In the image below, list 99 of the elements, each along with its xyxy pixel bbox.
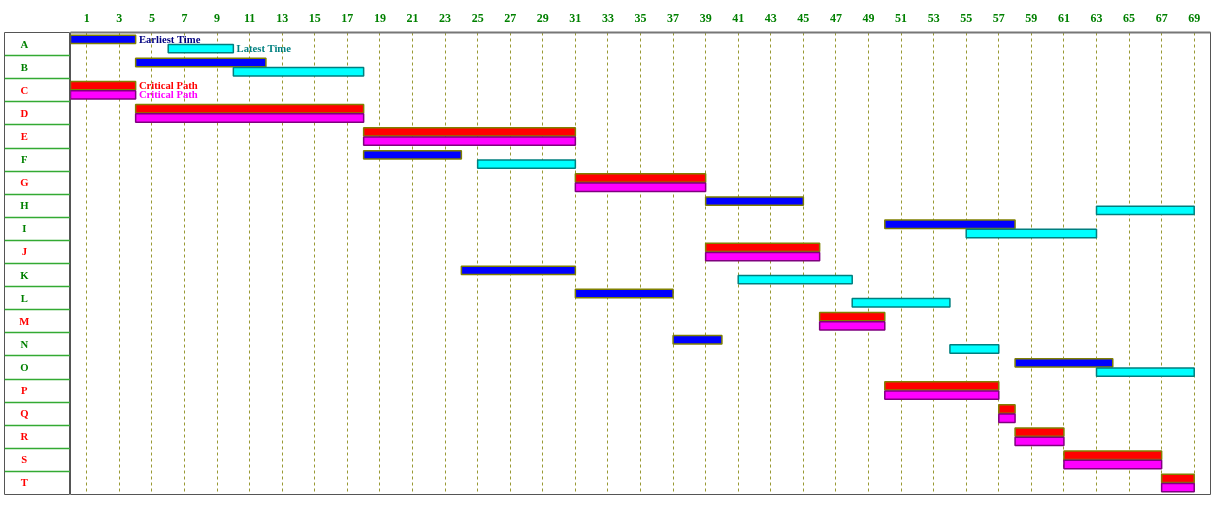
bar xyxy=(574,288,674,299)
x-tick-label: 61 xyxy=(1057,10,1070,25)
series-label: Latest Time xyxy=(236,43,292,55)
x-tick-label: 25 xyxy=(471,10,484,25)
x-tick-label: 11 xyxy=(243,10,256,25)
x-tick-label: 63 xyxy=(1090,10,1103,25)
y-tick-label: K xyxy=(20,269,30,281)
bar xyxy=(134,113,365,123)
bar xyxy=(362,126,577,137)
bar xyxy=(1063,450,1163,461)
y-tick-label: H xyxy=(20,200,30,212)
bar xyxy=(884,381,1000,391)
bar xyxy=(884,390,1000,401)
bar xyxy=(949,344,1000,354)
bar xyxy=(70,89,137,100)
bar xyxy=(1063,459,1163,470)
bar xyxy=(70,34,137,45)
x-tick-label: 51 xyxy=(895,10,908,25)
y-tick-label: T xyxy=(20,477,28,489)
bar xyxy=(476,159,577,170)
bar xyxy=(672,334,723,345)
x-tick-label: 43 xyxy=(764,10,777,25)
x-tick-label: 53 xyxy=(927,10,940,25)
bar xyxy=(1160,482,1195,493)
series-label: Critical Path xyxy=(138,80,198,92)
bar xyxy=(362,150,463,160)
bar xyxy=(574,173,707,183)
y-tick-label: D xyxy=(20,107,29,119)
x-tick-label: 3 xyxy=(116,10,123,25)
bar xyxy=(574,182,707,193)
x-tick-label: 1 xyxy=(83,10,90,25)
x-tick-label: 65 xyxy=(1123,10,1136,25)
bar xyxy=(998,404,1016,414)
bar xyxy=(1095,205,1195,216)
bar xyxy=(818,311,886,322)
x-tick-label: 47 xyxy=(829,10,842,25)
x-tick-label: 13 xyxy=(276,10,289,25)
bar xyxy=(704,251,821,262)
x-tick-label: 31 xyxy=(569,10,582,25)
bar xyxy=(70,80,137,91)
x-tick-label: 45 xyxy=(797,10,810,25)
x-tick-label: 41 xyxy=(732,10,745,25)
x-tick-label: 35 xyxy=(634,10,647,25)
y-tick-label: Q xyxy=(20,408,29,420)
x-tick-label: 37 xyxy=(667,10,680,25)
x-tick-label: 27 xyxy=(504,10,517,25)
x-tick-label: 57 xyxy=(992,10,1005,25)
x-tick-label: 21 xyxy=(406,10,419,25)
x-tick-label: 19 xyxy=(373,10,386,25)
bar xyxy=(1014,357,1114,368)
y-tick-label: I xyxy=(22,223,27,235)
y-tick-label: E xyxy=(20,130,28,142)
y-tick-label: F xyxy=(21,154,28,166)
bar xyxy=(998,413,1016,424)
y-tick-label: B xyxy=(20,61,28,73)
x-tick-label: 23 xyxy=(439,10,452,25)
bar xyxy=(704,196,805,207)
y-tick-label: M xyxy=(19,315,30,327)
y-tick-label: O xyxy=(20,361,29,373)
y-tick-label: L xyxy=(20,292,28,304)
bar xyxy=(134,103,365,114)
bar xyxy=(1160,473,1195,484)
y-tick-label: R xyxy=(20,431,29,443)
y-tick-label: C xyxy=(20,84,29,96)
x-tick-label: 9 xyxy=(214,10,221,25)
bar xyxy=(737,274,853,285)
x-tick-label: 7 xyxy=(181,10,188,25)
y-tick-label: A xyxy=(20,38,29,50)
bar xyxy=(818,320,886,331)
bar xyxy=(167,43,235,54)
bar xyxy=(1095,367,1195,377)
bar xyxy=(460,265,577,276)
bar xyxy=(1014,427,1065,438)
bar xyxy=(232,66,365,77)
bar xyxy=(362,136,577,146)
x-tick-label: 39 xyxy=(699,10,712,25)
y-tick-label: S xyxy=(21,454,28,466)
x-tick-label: 29 xyxy=(536,10,549,25)
x-tick-label: 5 xyxy=(148,10,155,25)
x-tick-label: 49 xyxy=(862,10,875,25)
x-tick-label: 55 xyxy=(960,10,973,25)
bar xyxy=(134,57,267,68)
bar xyxy=(884,219,1016,230)
bar xyxy=(965,228,1098,239)
x-tick-label: 17 xyxy=(341,10,354,25)
series-label: Critical Path xyxy=(138,89,198,101)
x-tick-label: 67 xyxy=(1155,10,1168,25)
x-tick-label: 59 xyxy=(1025,10,1038,25)
x-tick-label: 69 xyxy=(1188,10,1201,25)
y-tick-label: G xyxy=(20,177,29,189)
x-tick-label: 15 xyxy=(308,10,321,25)
y-tick-label: N xyxy=(20,338,29,350)
x-tick-label: 33 xyxy=(601,10,614,25)
y-tick-label: J xyxy=(21,246,28,258)
y-tick-label: P xyxy=(21,385,29,397)
bar xyxy=(851,297,951,308)
bar xyxy=(1014,436,1065,447)
series-label: Earliest Time xyxy=(138,33,201,45)
bar xyxy=(704,242,821,253)
